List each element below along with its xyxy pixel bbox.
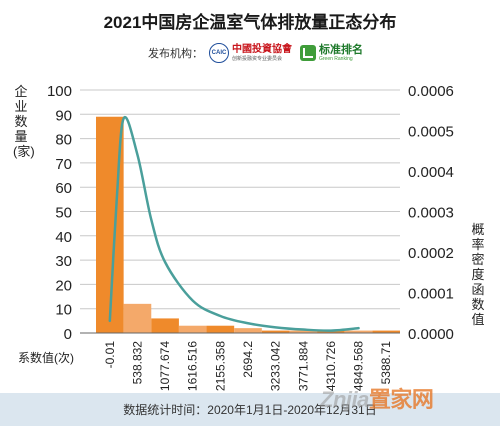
bar bbox=[151, 318, 179, 333]
x-tick-label: -0.01 bbox=[103, 341, 117, 369]
density-curve-group bbox=[108, 115, 360, 332]
footer-bar: 数据统计时间：2020年1月1日-2020年12月31日 bbox=[0, 393, 500, 426]
y-tick-label: 60 bbox=[55, 180, 72, 197]
x-axis-label: 系数值(次) bbox=[18, 351, 74, 365]
x-tick-label: 2694.2 bbox=[241, 341, 255, 378]
bar bbox=[344, 330, 373, 333]
x-tick-label: 4849.568 bbox=[352, 341, 366, 391]
x-tick-label: 3771.884 bbox=[296, 341, 310, 391]
y-tick-label: 0 bbox=[64, 326, 72, 343]
y2-tick-label: 0.0004 bbox=[408, 164, 454, 181]
org2-logo: 标准排名 Green Ranking bbox=[300, 43, 363, 62]
org2-name: 标准排名 bbox=[319, 43, 363, 56]
y2-tick-label: 0.0005 bbox=[408, 124, 454, 141]
org1-badge-icon: CAIC bbox=[209, 43, 229, 63]
watermark: Znjia置家网 bbox=[320, 382, 434, 414]
bar bbox=[372, 330, 400, 333]
y2-axis-label: 概率密度函数值 bbox=[471, 222, 485, 327]
y2-tick-label: 0.0002 bbox=[408, 245, 454, 262]
bar bbox=[206, 325, 235, 333]
x-tick-label: 1077.674 bbox=[158, 341, 172, 391]
bar bbox=[178, 325, 207, 333]
chart-title: 2021中国房企温室气体排放量正态分布 bbox=[103, 13, 397, 32]
y2-tick-label: 0.0001 bbox=[408, 286, 454, 303]
publisher-label: 发布机构： bbox=[148, 48, 203, 60]
watermark-main: Znjia bbox=[320, 387, 369, 412]
density-curve bbox=[108, 115, 360, 332]
y-tick-label: 30 bbox=[55, 253, 72, 270]
watermark-accent: 置家网 bbox=[368, 387, 434, 412]
bars bbox=[96, 116, 400, 333]
bar bbox=[123, 303, 152, 333]
y-tick-label: 40 bbox=[55, 229, 72, 246]
x-tick-label: 3233.042 bbox=[269, 341, 283, 391]
y-tick-label: 90 bbox=[55, 107, 72, 124]
y-tick-label: 70 bbox=[55, 156, 72, 173]
y2-tick-label: 0.0003 bbox=[408, 205, 454, 222]
x-tick-label: 538.832 bbox=[130, 341, 144, 385]
x-tick-label: 4310.726 bbox=[324, 341, 338, 391]
bar bbox=[261, 330, 290, 333]
y2-tick-label: 0.0006 bbox=[408, 83, 454, 100]
x-tick-label: 2155.358 bbox=[213, 341, 227, 391]
x-tick-label: 5388.71 bbox=[379, 341, 393, 385]
org1-name: 中國投資協會 bbox=[232, 43, 292, 55]
org2-mark-icon bbox=[300, 45, 316, 61]
publisher-row: 发布机构： CAIC 中國投資協會 创新投融资专业委员会 标准排名 Green … bbox=[148, 40, 363, 66]
y-tick-label: 80 bbox=[55, 132, 72, 149]
x-tick-label: 1616.516 bbox=[186, 341, 200, 391]
y-tick-label: 20 bbox=[55, 277, 72, 294]
y-tick-label: 100 bbox=[47, 83, 72, 100]
axes: 0 10 20 30 40 50 60 70 80 90 100 0.0000 0.0001 0.0002… bbox=[47, 83, 454, 391]
org1-subtitle: 创新投融资专业委员会 bbox=[232, 55, 283, 62]
org1-badge-text: CAIC bbox=[211, 50, 227, 56]
org2-subtitle: Green Ranking bbox=[319, 55, 353, 62]
data-period-text: 数据统计时间：2020年1月1日-2020年12月31日 bbox=[123, 403, 377, 417]
y-tick-label: 10 bbox=[55, 302, 72, 319]
org1-logo: CAIC 中國投資協會 创新投融资专业委员会 bbox=[209, 43, 292, 63]
y-tick-label: 50 bbox=[55, 205, 72, 222]
gridlines bbox=[80, 89, 400, 334]
bar bbox=[234, 328, 262, 333]
y2-tick-label: 0.0000 bbox=[408, 326, 454, 343]
bar bbox=[289, 330, 318, 333]
